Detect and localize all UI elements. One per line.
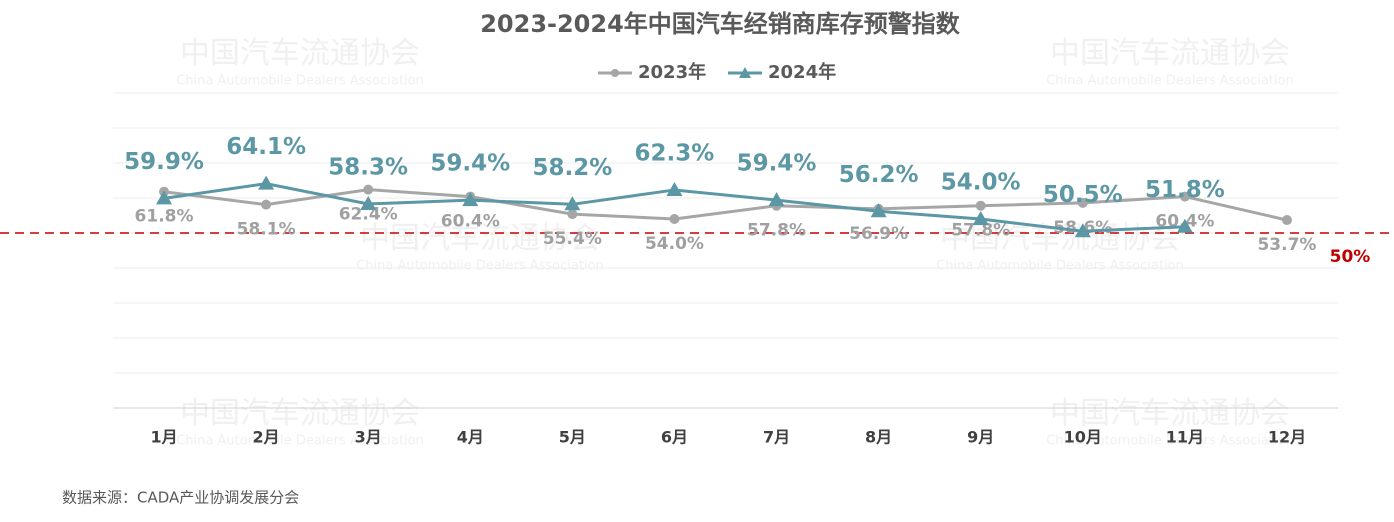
data-label: 53.7% — [1257, 235, 1316, 255]
data-label: 62.3% — [635, 140, 715, 166]
data-label: 58.2% — [532, 155, 612, 181]
x-tick-label: 1月 — [150, 428, 177, 447]
watermark: 中国汽车流通协会 — [360, 221, 600, 256]
point — [564, 196, 581, 211]
reference-label: 50% — [1330, 247, 1371, 267]
point — [567, 209, 578, 220]
point — [261, 199, 272, 210]
data-label: 59.4% — [737, 151, 817, 177]
x-tick-label: 4月 — [457, 428, 484, 447]
watermark: 中国汽车流通协会 — [180, 36, 420, 71]
data-label: 56.9% — [849, 224, 908, 244]
data-label: 60.4% — [441, 212, 500, 232]
x-tick-label: 12月 — [1268, 428, 1306, 447]
data-label: 55.4% — [543, 229, 602, 249]
point — [462, 192, 479, 207]
data-label: 50.5% — [1043, 182, 1123, 208]
watermark: 中国汽车流通协会 — [180, 396, 420, 431]
data-label: 59.4% — [430, 151, 510, 177]
x-tick-label: 6月 — [661, 428, 688, 447]
watermark-subtitle: China Automobile Dealers Association — [936, 259, 1184, 274]
x-tick-label: 9月 — [967, 428, 994, 447]
data-label: 57.8% — [747, 221, 806, 241]
point — [1179, 191, 1190, 202]
data-label: 59.9% — [124, 149, 204, 175]
legend-marker — [739, 67, 751, 78]
x-tick-label: 7月 — [763, 428, 790, 447]
point — [156, 190, 173, 205]
data-label: 58.1% — [237, 220, 296, 240]
chart-title: 2023-2024年中国汽车经销商库存预警指数 — [480, 10, 961, 38]
data-label: 58.3% — [328, 154, 408, 180]
data-label: 57.8% — [951, 221, 1010, 241]
x-tick-label: 11月 — [1166, 428, 1204, 447]
point — [1077, 197, 1088, 208]
watermark: 中国汽车流通协会 — [940, 221, 1180, 256]
data-label: 54.0% — [941, 170, 1021, 196]
x-tick-label: 3月 — [355, 428, 382, 447]
x-tick-label: 5月 — [559, 428, 586, 447]
point — [360, 195, 377, 210]
source-note: 数据来源：CADA产业协调发展分会 — [62, 489, 299, 507]
point — [972, 211, 989, 225]
watermark-subtitle: China Automobile Dealers Association — [356, 259, 604, 274]
point — [363, 184, 374, 195]
point — [669, 214, 680, 224]
point — [1176, 218, 1193, 233]
data-label: 51.8% — [1145, 177, 1225, 203]
point — [1281, 215, 1292, 226]
data-label: 54.0% — [645, 234, 704, 254]
series-line — [163, 188, 1288, 222]
watermark-subtitle: China Automobile Dealers Association — [176, 434, 424, 449]
data-label: 64.1% — [226, 134, 306, 160]
watermark-subtitle: China Automobile Dealers Association — [1046, 434, 1294, 449]
x-tick-label: 2月 — [253, 428, 280, 447]
legend-label: 2023年 — [638, 61, 706, 83]
data-label: 62.4% — [339, 205, 398, 225]
data-label: 56.2% — [839, 162, 919, 188]
x-tick-label: 10月 — [1064, 428, 1102, 447]
point — [768, 192, 785, 207]
point — [1074, 223, 1091, 238]
watermark-subtitle: China Automobile Dealers Association — [176, 74, 424, 89]
data-label: 61.8% — [135, 207, 194, 227]
point — [975, 200, 986, 211]
legend-label: 2024年 — [768, 61, 836, 83]
point — [258, 175, 275, 190]
watermark: 中国汽车流通协会 — [1050, 36, 1290, 71]
legend-marker — [611, 69, 619, 77]
point — [870, 203, 887, 218]
point — [666, 181, 683, 196]
x-tick-label: 8月 — [865, 428, 892, 447]
watermark: 中国汽车流通协会 — [1050, 396, 1290, 431]
watermark-subtitle: China Automobile Dealers Association — [1046, 74, 1294, 89]
